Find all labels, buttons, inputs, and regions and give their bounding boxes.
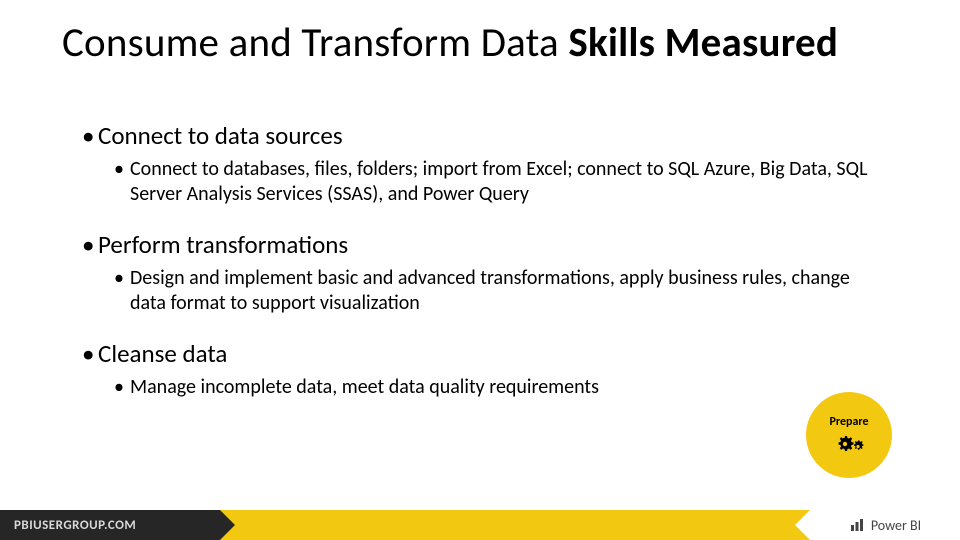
bullet-cleanse-detail: Manage incomplete data, meet data qualit… — [114, 375, 882, 400]
footer-brand-segment: PBIUSERGROUP.COM — [0, 510, 220, 540]
title-part1: Consume and Transform Data — [62, 18, 568, 68]
bullet-connect-detail: Connect to databases, files, folders; im… — [114, 157, 882, 207]
footer-product-segment: Power BI — [810, 510, 960, 540]
bullet-transform-detail: Design and implement basic and advanced … — [114, 266, 882, 316]
bullet-connect: Connect to data sources — [82, 120, 882, 151]
footer-product: Power BI — [871, 517, 921, 534]
footer: PBIUSERGROUP.COM Power BI — [0, 510, 960, 540]
prepare-badge: Prepare — [806, 392, 892, 478]
footer-yellow-segment — [220, 510, 810, 540]
title-part2: Skills Measured — [568, 18, 838, 68]
badge-label: Prepare — [829, 415, 868, 429]
bullet-cleanse: Cleanse data — [82, 338, 882, 369]
content-area: Connect to data sources Connect to datab… — [82, 120, 882, 400]
footer-brand: PBIUSERGROUP.COM — [14, 518, 136, 533]
powerbi-icon — [849, 517, 865, 533]
gears-icon — [832, 433, 866, 455]
slide: Consume and Transform Data Skills Measur… — [0, 0, 960, 540]
bullet-transform: Perform transformations — [82, 229, 882, 260]
slide-title: Consume and Transform Data Skills Measur… — [62, 18, 838, 68]
